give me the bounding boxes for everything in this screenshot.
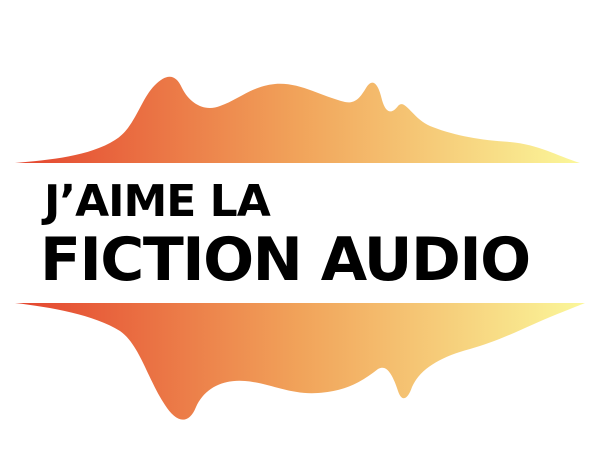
sound-wave-top (15, 76, 580, 164)
logo-title-line-2: FICTION AUDIO (40, 225, 531, 295)
sound-wave-bottom (15, 302, 585, 420)
logo-title-line-1: J’AIME LA (44, 176, 271, 227)
